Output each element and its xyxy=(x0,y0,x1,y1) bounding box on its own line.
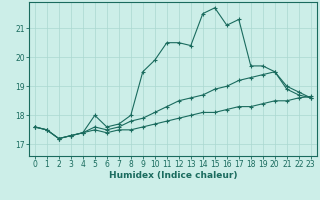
X-axis label: Humidex (Indice chaleur): Humidex (Indice chaleur) xyxy=(108,171,237,180)
